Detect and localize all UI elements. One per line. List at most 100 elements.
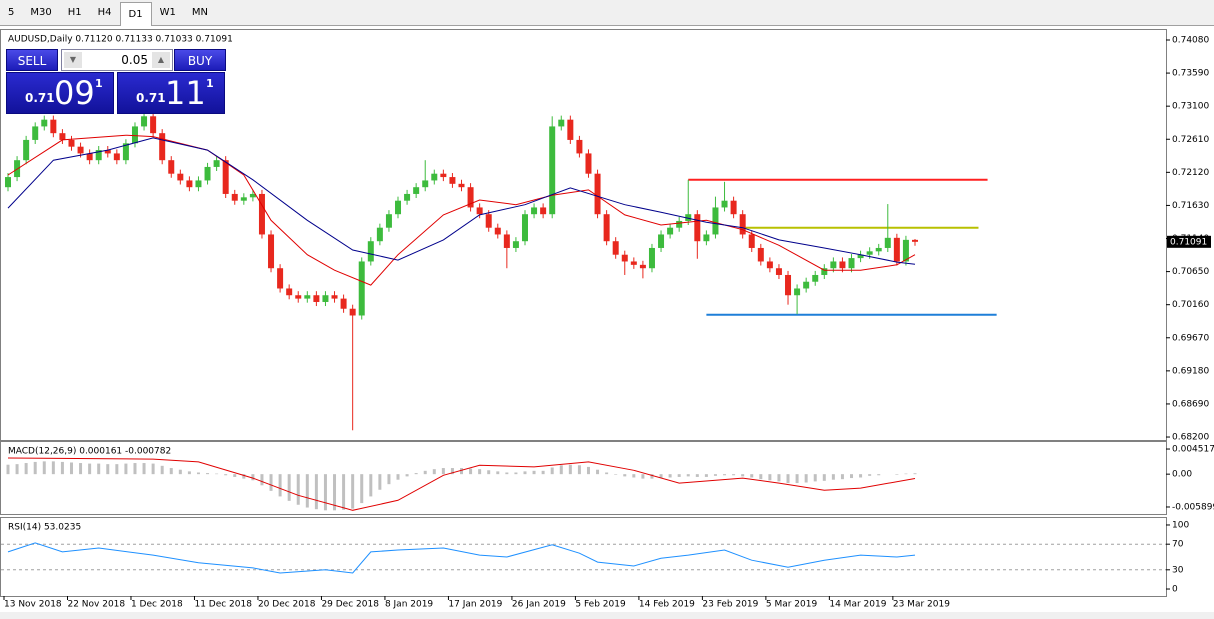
candle-body (367, 241, 374, 262)
macd-bar (260, 474, 264, 486)
timeframe-tab[interactable]: MN (191, 6, 208, 18)
macd-bar (405, 474, 409, 477)
macd-bar (514, 472, 518, 475)
macd-bar (804, 474, 808, 483)
macd-bar (614, 474, 618, 475)
lot-down[interactable]: ▼ (64, 52, 82, 68)
candle-body (648, 247, 655, 269)
y-tick-label: -0.005899 (1172, 502, 1214, 512)
candle-body (249, 193, 256, 198)
macd-bar (777, 474, 781, 482)
candle-body (385, 214, 392, 228)
y-tick-label: 0.004517 (1172, 445, 1214, 455)
candle-body (204, 166, 211, 181)
candle-body (830, 261, 837, 269)
buy-button[interactable]: BUY (174, 49, 226, 71)
candle-body (485, 214, 492, 228)
y-tick-label: 0.73590 (1172, 69, 1209, 79)
candle-body (68, 139, 75, 147)
candle-body (295, 295, 302, 299)
macd-bar (187, 471, 191, 475)
candle-body (766, 261, 773, 269)
macd-bar (314, 474, 318, 510)
candle-body (113, 153, 120, 161)
macd-bar (60, 461, 64, 475)
macd-bar (713, 474, 717, 476)
macd-bar (496, 471, 500, 475)
timeframe-tab[interactable]: D1 (119, 1, 152, 26)
macd-bar (242, 474, 246, 479)
price-big: 11 (165, 74, 206, 112)
macd-bar (723, 474, 727, 476)
macd-bar (768, 474, 772, 481)
macd-bar (387, 474, 391, 485)
candle-body (902, 239, 909, 262)
candle-body (467, 187, 474, 208)
price-pip: 1 (95, 77, 103, 90)
macd-bar (160, 465, 164, 475)
macd-bar (396, 474, 400, 480)
macd-bar (269, 474, 273, 491)
x-tick-label: 1 Dec 2018 (131, 600, 183, 610)
candle-body (757, 247, 764, 262)
candle-body (277, 268, 284, 289)
candle-body (141, 116, 148, 127)
candle-body (104, 150, 111, 154)
macd-bar (813, 474, 817, 482)
indicator-line (7, 542, 916, 574)
macd-bar (532, 470, 536, 475)
macd-bar (550, 467, 554, 475)
sell-button[interactable]: SELL (6, 49, 58, 71)
timeframe-tab[interactable]: W1 (159, 6, 176, 18)
candle-body (159, 133, 166, 161)
x-tick-label: 17 Jan 2019 (448, 600, 502, 610)
y-tick-label: 0.74080 (1172, 35, 1209, 45)
candle-body (32, 126, 39, 140)
timeframe-tab[interactable]: H4 (97, 6, 112, 18)
candle-body (258, 193, 265, 235)
macd-bar (695, 474, 699, 477)
candle-body (639, 264, 646, 269)
indicator-line (7, 457, 916, 511)
candle-body (304, 295, 311, 299)
candle-body (177, 173, 184, 181)
price-pip: 1 (206, 77, 214, 90)
macd-bar (632, 474, 636, 478)
macd-bar (822, 474, 826, 481)
candle-body (567, 119, 574, 140)
candle-body (667, 227, 674, 235)
one-click-trading: SELL ▼ 0.05 ▲ BUY 0.71 09 1 0.71 11 1 (6, 49, 226, 115)
candle-body (331, 295, 338, 299)
macd-bar (124, 463, 128, 475)
macd-bar (577, 465, 581, 475)
macd-bar (351, 474, 355, 509)
timeframe-tab[interactable]: 5 (8, 6, 15, 18)
x-tick-label: 14 Feb 2019 (639, 600, 695, 610)
candle-body (41, 119, 48, 127)
macd-bar (913, 473, 917, 475)
macd-bar (97, 463, 101, 475)
candle-body (540, 207, 547, 215)
y-tick-label: 30 (1172, 565, 1184, 575)
candle-body (848, 258, 855, 269)
candle-body (884, 237, 891, 248)
candle-body (222, 160, 229, 194)
macd-bar (641, 474, 645, 479)
timeframe-tab[interactable]: M30 (30, 6, 52, 18)
y-tick-label: 0.68200 (1172, 433, 1209, 443)
candle-body (476, 207, 483, 215)
candle-body (404, 193, 411, 201)
lot-up[interactable]: ▲ (152, 52, 170, 68)
macd-bar (42, 461, 46, 475)
candle-body (213, 160, 220, 167)
candle-body (893, 237, 900, 262)
macd-bar (469, 468, 473, 475)
sell-price[interactable]: 0.71 09 1 (6, 72, 114, 114)
candle-body (712, 207, 719, 235)
macd-bar (369, 474, 373, 497)
y-tick-label: 0.70650 (1172, 267, 1209, 277)
buy-price[interactable]: 0.71 11 1 (117, 72, 225, 114)
timeframe-tab[interactable]: H1 (67, 6, 82, 18)
macd-bar (423, 470, 427, 475)
lot-field[interactable]: ▼ 0.05 ▲ (61, 49, 173, 71)
